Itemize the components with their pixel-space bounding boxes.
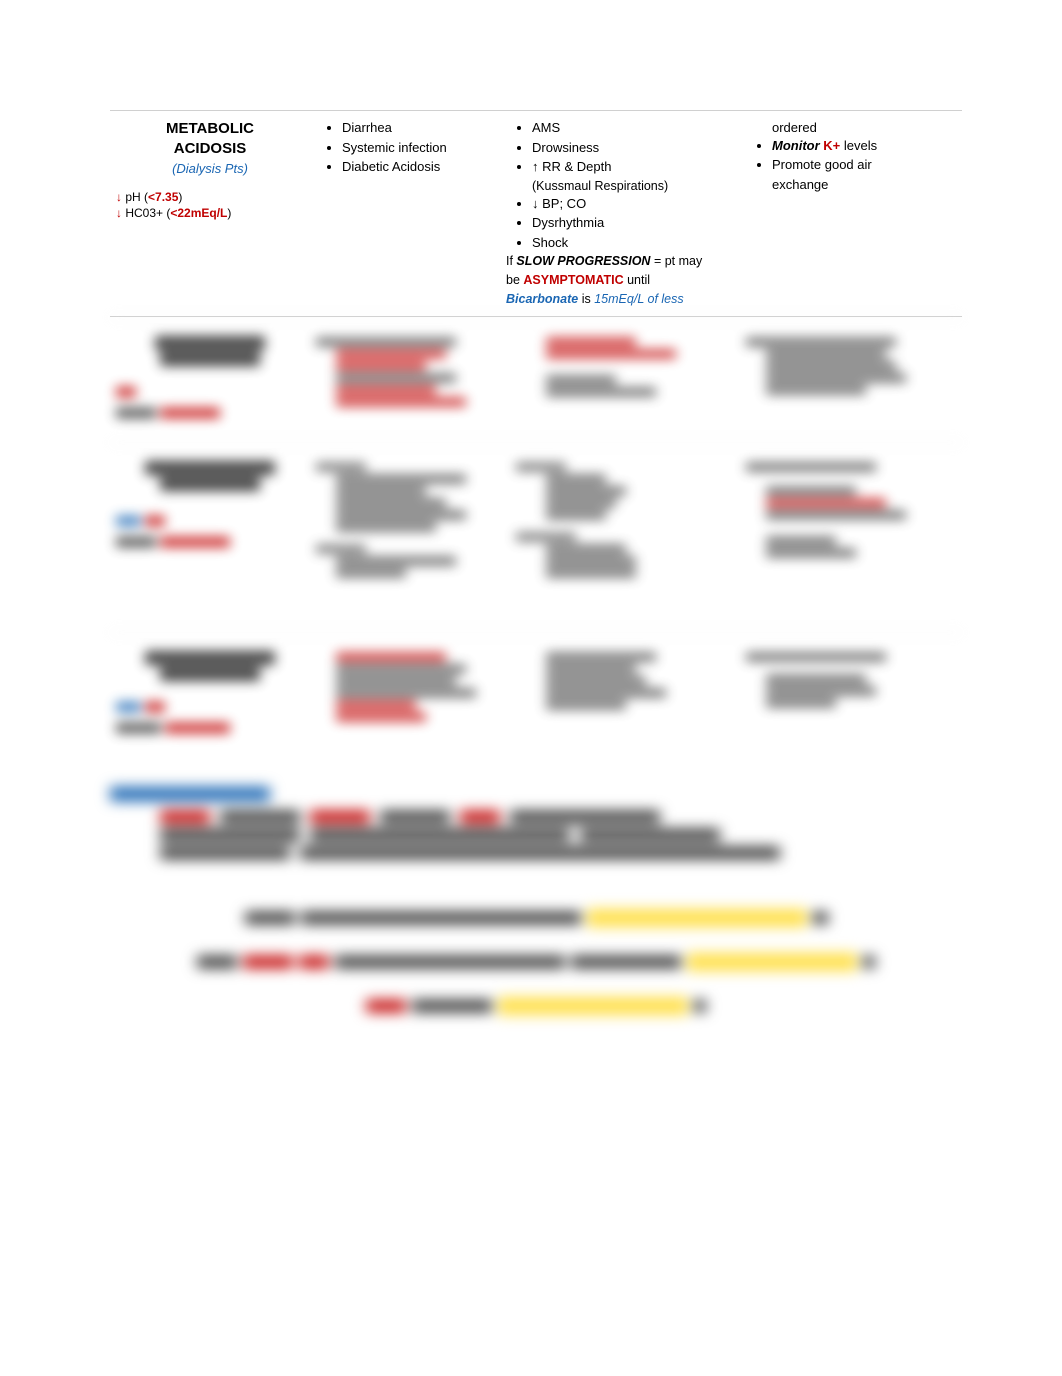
list-item: Diabetic Acidosis	[342, 158, 494, 176]
blurred-row	[110, 317, 962, 442]
criteria-line-1: ↓ pH (<7.35)	[116, 189, 304, 205]
list-item: Promote good air	[772, 156, 944, 174]
list-item: ↓ BP; CO	[532, 195, 734, 213]
progression-note-2: be ASYMPTOMATIC until	[506, 272, 734, 289]
list-item: Systemic infection	[342, 139, 494, 157]
row-metabolic-acidosis: METABOLIC ACIDOSIS (Dialysis Pts) ↓ pH (…	[110, 110, 962, 317]
list-item: Shock	[532, 234, 734, 252]
list-item: Diarrhea	[342, 119, 494, 137]
document-page: METABOLIC ACIDOSIS (Dialysis Pts) ↓ pH (…	[0, 0, 1062, 1081]
symptoms-list-2: ↓ BP; CO Dysrhythmia Shock	[506, 195, 734, 252]
ordered-label: ordered	[746, 119, 944, 137]
causes-list: Diarrhea Systemic infection Diabetic Aci…	[316, 119, 494, 176]
condition-cell: METABOLIC ACIDOSIS (Dialysis Pts) ↓ pH (…	[110, 111, 310, 316]
causes-cell: Diarrhea Systemic infection Diabetic Aci…	[310, 111, 500, 316]
progression-note-3: Bicarbonate is 15mEq/L of less	[506, 291, 734, 308]
kussmaul-note: (Kussmaul Respirations)	[532, 178, 734, 195]
criteria-line-2: ↓ HC03+ (<22mEq/L)	[116, 205, 304, 221]
condition-title-1: METABOLIC	[116, 119, 304, 139]
blurred-footer	[110, 787, 962, 1015]
condition-title-2: ACIDOSIS	[116, 139, 304, 159]
list-item: Monitor K+ levels	[772, 137, 944, 155]
progression-note-1: If SLOW PROGRESSION = pt may	[506, 253, 734, 270]
list-item: Dysrhythmia	[532, 214, 734, 232]
blurred-row	[110, 442, 962, 632]
symptoms-cell: AMS Drowsiness ↑ RR & Depth (Kussmaul Re…	[500, 111, 740, 316]
list-item: ↑ RR & Depth	[532, 158, 734, 176]
symptoms-list: AMS Drowsiness ↑ RR & Depth	[506, 119, 734, 176]
list-item: AMS	[532, 119, 734, 137]
criteria-block: ↓ pH (<7.35) ↓ HC03+ (<22mEq/L)	[116, 189, 304, 221]
condition-subtitle: (Dialysis Pts)	[116, 160, 304, 178]
exchange-label: exchange	[746, 176, 944, 194]
interventions-list: Monitor K+ levels Promote good air	[746, 137, 944, 174]
interventions-cell: ordered Monitor K+ levels Promote good a…	[740, 111, 950, 316]
list-item: Drowsiness	[532, 139, 734, 157]
blurred-row	[110, 632, 962, 757]
